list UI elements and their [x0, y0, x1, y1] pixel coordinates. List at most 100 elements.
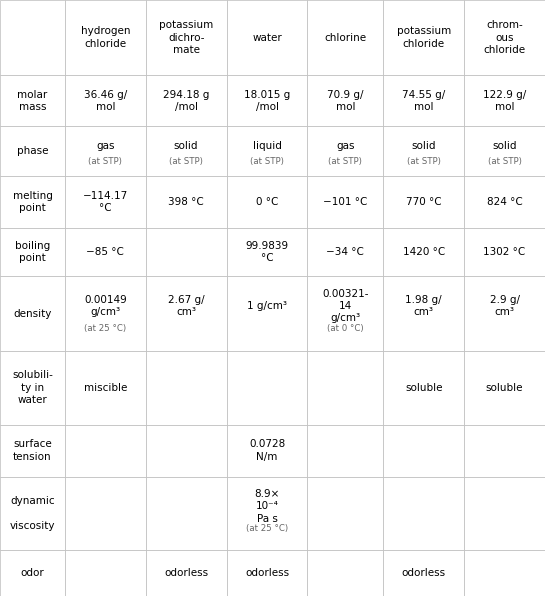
Text: density: density: [13, 309, 52, 319]
Bar: [146, 126, 227, 176]
Bar: [383, 228, 464, 276]
Text: miscible: miscible: [83, 383, 127, 393]
Text: 2.67 g/
cm³: 2.67 g/ cm³: [168, 295, 204, 317]
Bar: [383, 276, 464, 351]
Bar: [227, 126, 307, 176]
Text: (at STP): (at STP): [169, 157, 203, 166]
Text: 0.00149
g/cm³: 0.00149 g/cm³: [84, 295, 126, 317]
Bar: [464, 0, 545, 75]
Bar: [0, 126, 65, 176]
Text: 824 °C: 824 °C: [487, 197, 523, 207]
Text: 74.55 g/
mol: 74.55 g/ mol: [402, 89, 445, 112]
Bar: [146, 351, 227, 424]
Bar: [227, 477, 307, 550]
Bar: [65, 550, 146, 596]
Text: molar
mass: molar mass: [17, 89, 47, 112]
Bar: [146, 0, 227, 75]
Bar: [146, 276, 227, 351]
Bar: [307, 228, 383, 276]
Bar: [464, 276, 545, 351]
Text: 1302 °C: 1302 °C: [483, 247, 526, 257]
Text: potassium
dichro-
mate: potassium dichro- mate: [159, 20, 213, 55]
Bar: [307, 424, 383, 477]
Text: −85 °C: −85 °C: [86, 247, 124, 257]
Bar: [464, 477, 545, 550]
Text: solid: solid: [492, 141, 517, 151]
Bar: [146, 424, 227, 477]
Bar: [383, 0, 464, 75]
Text: 1 g/cm³: 1 g/cm³: [247, 301, 287, 311]
Text: 1420 °C: 1420 °C: [403, 247, 445, 257]
Text: surface
tension: surface tension: [13, 439, 52, 462]
Bar: [146, 75, 227, 126]
Text: hydrogen
chloride: hydrogen chloride: [81, 26, 130, 49]
Text: (at STP): (at STP): [407, 157, 441, 166]
Bar: [65, 126, 146, 176]
Bar: [227, 228, 307, 276]
Text: phase: phase: [17, 146, 48, 156]
Bar: [0, 276, 65, 351]
Text: 70.9 g/
mol: 70.9 g/ mol: [327, 89, 364, 112]
Bar: [383, 176, 464, 228]
Bar: [307, 477, 383, 550]
Bar: [464, 351, 545, 424]
Bar: [65, 75, 146, 126]
Bar: [0, 424, 65, 477]
Bar: [0, 477, 65, 550]
Bar: [227, 276, 307, 351]
Bar: [0, 351, 65, 424]
Text: odorless: odorless: [402, 568, 446, 578]
Text: dynamic

viscosity: dynamic viscosity: [10, 496, 55, 531]
Text: soluble: soluble: [486, 383, 523, 393]
Bar: [383, 351, 464, 424]
Bar: [146, 477, 227, 550]
Bar: [65, 477, 146, 550]
Bar: [65, 276, 146, 351]
Bar: [227, 176, 307, 228]
Bar: [65, 228, 146, 276]
Text: odor: odor: [21, 568, 44, 578]
Bar: [307, 276, 383, 351]
Bar: [0, 75, 65, 126]
Text: 0 °C: 0 °C: [256, 197, 278, 207]
Bar: [0, 176, 65, 228]
Bar: [227, 75, 307, 126]
Bar: [383, 75, 464, 126]
Bar: [146, 550, 227, 596]
Text: (at STP): (at STP): [488, 157, 522, 166]
Bar: [307, 0, 383, 75]
Text: liquid: liquid: [252, 141, 281, 151]
Bar: [307, 176, 383, 228]
Text: solid: solid: [174, 141, 198, 151]
Text: (at STP): (at STP): [250, 157, 284, 166]
Bar: [383, 126, 464, 176]
Text: 8.9×
10⁻⁴
Pa s: 8.9× 10⁻⁴ Pa s: [255, 489, 280, 523]
Bar: [65, 424, 146, 477]
Text: solid: solid: [411, 141, 436, 151]
Text: (at 0 °C): (at 0 °C): [327, 324, 364, 333]
Bar: [464, 176, 545, 228]
Bar: [0, 550, 65, 596]
Text: odorless: odorless: [245, 568, 289, 578]
Text: odorless: odorless: [164, 568, 208, 578]
Bar: [227, 0, 307, 75]
Bar: [227, 351, 307, 424]
Bar: [464, 228, 545, 276]
Text: 0.00321-
14
g/cm³: 0.00321- 14 g/cm³: [322, 288, 368, 324]
Bar: [307, 550, 383, 596]
Text: (at STP): (at STP): [88, 157, 122, 166]
Text: gas: gas: [96, 141, 114, 151]
Text: −34 °C: −34 °C: [326, 247, 364, 257]
Bar: [383, 550, 464, 596]
Text: water: water: [252, 33, 282, 42]
Text: 36.46 g/
mol: 36.46 g/ mol: [84, 89, 127, 112]
Bar: [307, 351, 383, 424]
Bar: [65, 0, 146, 75]
Bar: [464, 126, 545, 176]
Bar: [146, 228, 227, 276]
Text: soluble: soluble: [405, 383, 443, 393]
Bar: [227, 550, 307, 596]
Text: 122.9 g/
mol: 122.9 g/ mol: [483, 89, 526, 112]
Text: 99.9839
°C: 99.9839 °C: [245, 241, 288, 263]
Bar: [65, 351, 146, 424]
